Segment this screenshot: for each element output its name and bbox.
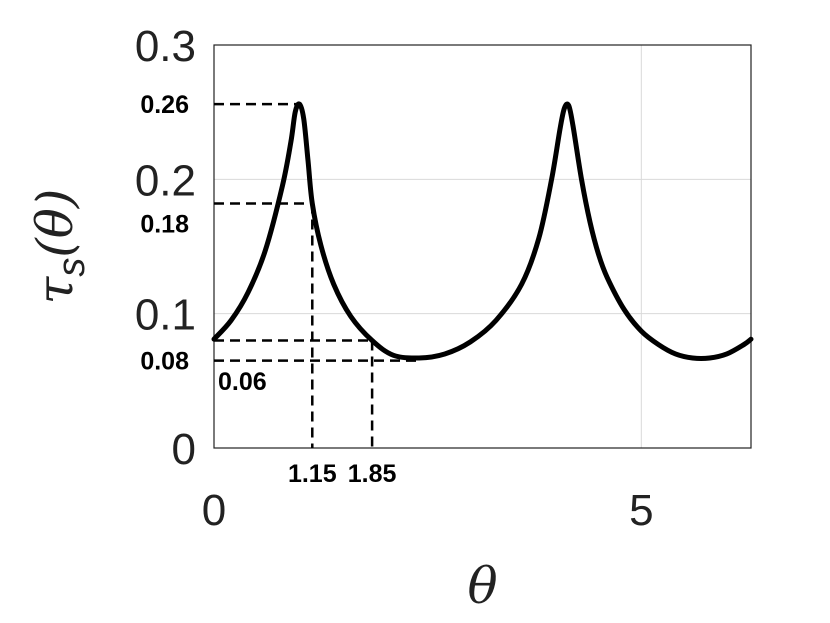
y-axis-label: τs(θ) xyxy=(26,189,93,305)
x-axis-label: θ xyxy=(467,557,497,615)
y-tick-label: 0.2 xyxy=(135,156,196,205)
annotation-label: 0.08 xyxy=(140,348,189,376)
y-axis-label-argument: (θ) xyxy=(26,189,84,258)
axes-box xyxy=(213,44,752,449)
annotation-label: 1.85 xyxy=(348,460,397,488)
y-tick-labels: 0 0.1 0.2 0.3 xyxy=(135,22,196,474)
series-line xyxy=(211,101,754,361)
annotation-labels: 0.26 0.18 0.08 0.06 1.15 1.85 xyxy=(140,91,396,488)
y-tick-label: 0.3 xyxy=(135,22,196,71)
x-tick-label: 5 xyxy=(629,486,653,535)
annotation-label: 0.06 xyxy=(218,368,267,396)
annotation-label: 0.26 xyxy=(140,91,189,119)
y-tick-label: 0.1 xyxy=(135,291,196,340)
guide-lines xyxy=(214,102,420,448)
grid xyxy=(213,44,751,449)
y-tick-label: 0 xyxy=(172,425,196,474)
annotation-label: 1.15 xyxy=(288,460,337,488)
y-axis-label-symbol: τ xyxy=(26,275,84,304)
x-tick-label: 0 xyxy=(202,486,226,535)
y-axis-label-subscript: s xyxy=(51,258,93,277)
annotation-label: 0.18 xyxy=(140,211,189,239)
